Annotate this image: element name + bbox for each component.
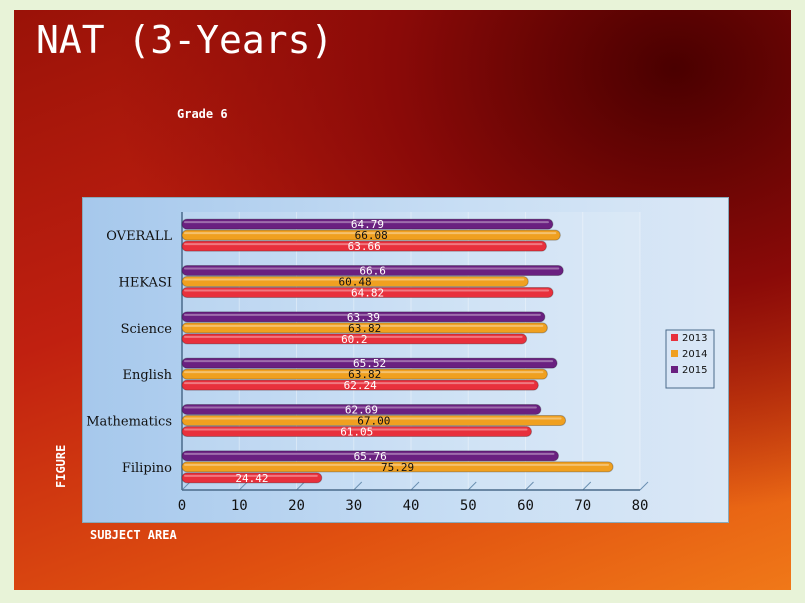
bar-highlight <box>184 463 610 466</box>
y-tick-label: OVERALL <box>106 229 172 244</box>
data-label: 63.66 <box>348 240 381 253</box>
plot-area <box>182 212 640 490</box>
bar-2014 <box>181 415 567 426</box>
bar-2013 <box>181 472 323 484</box>
legend <box>665 329 715 389</box>
legend-label: 2014 <box>682 349 707 360</box>
data-label: 67.00 <box>357 415 390 428</box>
data-label: 62.24 <box>344 379 377 392</box>
bar-highlight <box>184 313 541 316</box>
x-tick <box>582 481 592 491</box>
bar-2015 <box>181 218 554 230</box>
bar-2013 <box>181 287 554 298</box>
x-tick-label: 70 <box>574 498 591 514</box>
bar-highlight <box>184 371 544 374</box>
bar-highlight <box>184 289 550 292</box>
legend-label: 2015 <box>682 365 707 376</box>
data-label: 65.76 <box>354 450 387 463</box>
bar-2013 <box>181 240 547 252</box>
x-tick-label: 30 <box>345 498 362 514</box>
bar-2015 <box>181 311 546 323</box>
x-tick-label: 40 <box>403 498 420 514</box>
data-label: 60.48 <box>339 276 372 289</box>
bar-2013 <box>181 426 533 437</box>
bar-highlight <box>184 335 523 338</box>
data-label: 61.05 <box>340 426 373 439</box>
bar-highlight <box>184 474 318 477</box>
data-label: 63.82 <box>348 368 381 381</box>
bar-highlight <box>184 221 549 224</box>
bar-2014 <box>181 368 548 380</box>
data-label: 60.2 <box>341 333 368 346</box>
bar-2015 <box>181 265 564 276</box>
data-label: 24.42 <box>235 472 268 485</box>
x-tick <box>639 481 649 491</box>
data-label: 65.52 <box>353 357 386 370</box>
data-label: 64.82 <box>351 287 384 300</box>
bar-highlight <box>184 382 535 385</box>
x-tick <box>296 481 305 491</box>
x-tick <box>181 481 191 491</box>
data-label: 75.29 <box>381 461 414 474</box>
legend-label: 2013 <box>682 333 707 344</box>
bar-2015 <box>181 357 558 369</box>
bar-highlight <box>184 267 560 270</box>
bar-2014 <box>181 229 561 241</box>
bar-2014 <box>181 276 529 287</box>
y-tick-label: Science <box>121 322 173 337</box>
x-tick-label: 80 <box>632 498 649 514</box>
legend-swatch <box>671 334 678 341</box>
x-tick <box>238 481 248 491</box>
x-tick-label: 20 <box>288 498 305 514</box>
x-axis-label: SUBJECT AREA <box>90 528 177 542</box>
x-tick <box>353 481 363 491</box>
legend-swatch <box>671 350 678 357</box>
x-tick-label: 60 <box>517 498 534 514</box>
y-tick-label: English <box>122 368 172 383</box>
bar-2013 <box>181 333 528 345</box>
bar-highlight <box>184 243 543 246</box>
bar-2015 <box>181 450 559 462</box>
bar-2014 <box>181 322 548 334</box>
y-tick-label: Mathematics <box>86 415 172 430</box>
chart-subtitle: Grade 6 <box>177 107 228 121</box>
legend-swatch <box>671 366 678 373</box>
bar-highlight <box>184 278 525 281</box>
data-label: 62.69 <box>345 404 378 417</box>
bar-2014 <box>181 461 614 473</box>
bar-highlight <box>184 452 555 455</box>
data-label: 63.39 <box>347 311 380 324</box>
bar-highlight <box>184 428 528 431</box>
bar-highlight <box>184 417 562 420</box>
x-tick <box>467 481 477 491</box>
y-tick-label: HEKASI <box>119 276 172 291</box>
x-tick-label: 50 <box>460 498 477 514</box>
x-tick <box>525 481 534 491</box>
bar-2015 <box>181 404 542 415</box>
bar-highlight <box>184 406 537 409</box>
bar-highlight <box>184 324 544 327</box>
bar-highlight <box>184 360 554 363</box>
slide-title: NAT (3-Years) <box>36 18 334 62</box>
data-label: 66.6 <box>359 265 386 278</box>
data-label: 66.08 <box>355 229 388 242</box>
data-label: 63.82 <box>348 322 381 335</box>
bar-highlight <box>184 232 557 235</box>
x-tick <box>410 481 420 491</box>
x-tick-label: 0 <box>178 498 186 514</box>
x-tick-label: 10 <box>231 498 248 514</box>
y-tick-label: Filipino <box>122 461 172 476</box>
bar-2013 <box>181 379 539 391</box>
data-label: 64.79 <box>351 218 384 231</box>
